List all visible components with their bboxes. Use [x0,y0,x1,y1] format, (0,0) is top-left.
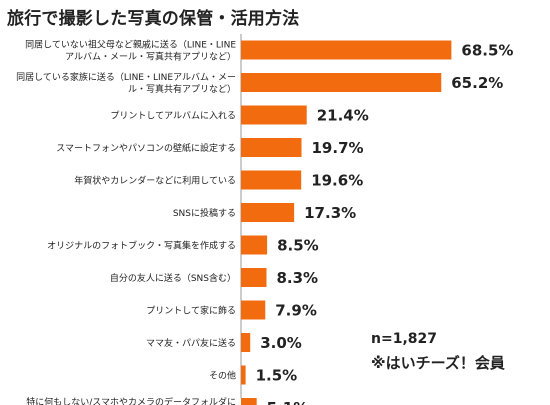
category-label: SNSに投稿する [173,207,236,219]
value-label: 5.1% [267,399,309,405]
value-label: 17.3% [304,204,356,222]
bar [241,300,266,320]
category-label: ママ友・パパ友に送る [146,337,236,349]
category-label: 同居していない祖父母など親戚に送る（LINE・LINE [25,39,236,51]
value-label: 65.2% [451,74,503,92]
category-label: プリントして家に飾る [146,305,236,317]
bar [241,138,302,157]
value-label: 21.4% [317,107,369,125]
bar [241,170,302,190]
category-label: 自分の友人に送る（SNS含む） [110,272,236,284]
bar [241,365,246,385]
category-label: プリントしてアルバムに入れる [110,111,236,122]
bar [241,203,295,222]
category-label: 特に何もしない/スマホやカメラのデータフォルダに [26,396,236,405]
category-label: アルバム・メール・写真共有アプリなど） [65,51,236,63]
chart-title: 旅行で撮影した写真の保管・活用方法 [7,9,300,29]
value-label: 7.9% [275,302,317,320]
category-label: ル・写真共有アプリなど） [128,83,236,95]
bar [241,398,257,405]
bar [241,73,442,92]
value-label: 3.0% [260,334,302,352]
category-label: 年賀状やカレンダーなどに利用している [74,175,236,187]
category-label: 同居している家族に送る（LINE・LINEアルバム・メー [16,71,236,83]
value-label: 68.5% [461,42,513,60]
category-label: スマートフォンやパソコンの壁紙に設定する [56,142,236,154]
bar [241,40,452,60]
bar [241,268,267,287]
category-label: その他 [209,370,236,382]
category-label: オリジナルのフォトブック・写真集を作成する [47,240,236,252]
source-note: ※はいチーズ！会員 [371,354,505,372]
bar [241,235,268,255]
value-label: 19.6% [311,172,363,190]
bar [241,105,307,125]
sample-size-note: n=1,827 [371,331,437,347]
value-label: 8.3% [276,269,318,287]
value-label: 8.5% [277,237,319,255]
bar [241,333,251,352]
value-label: 19.7% [312,139,364,157]
value-label: 1.5% [256,367,298,385]
